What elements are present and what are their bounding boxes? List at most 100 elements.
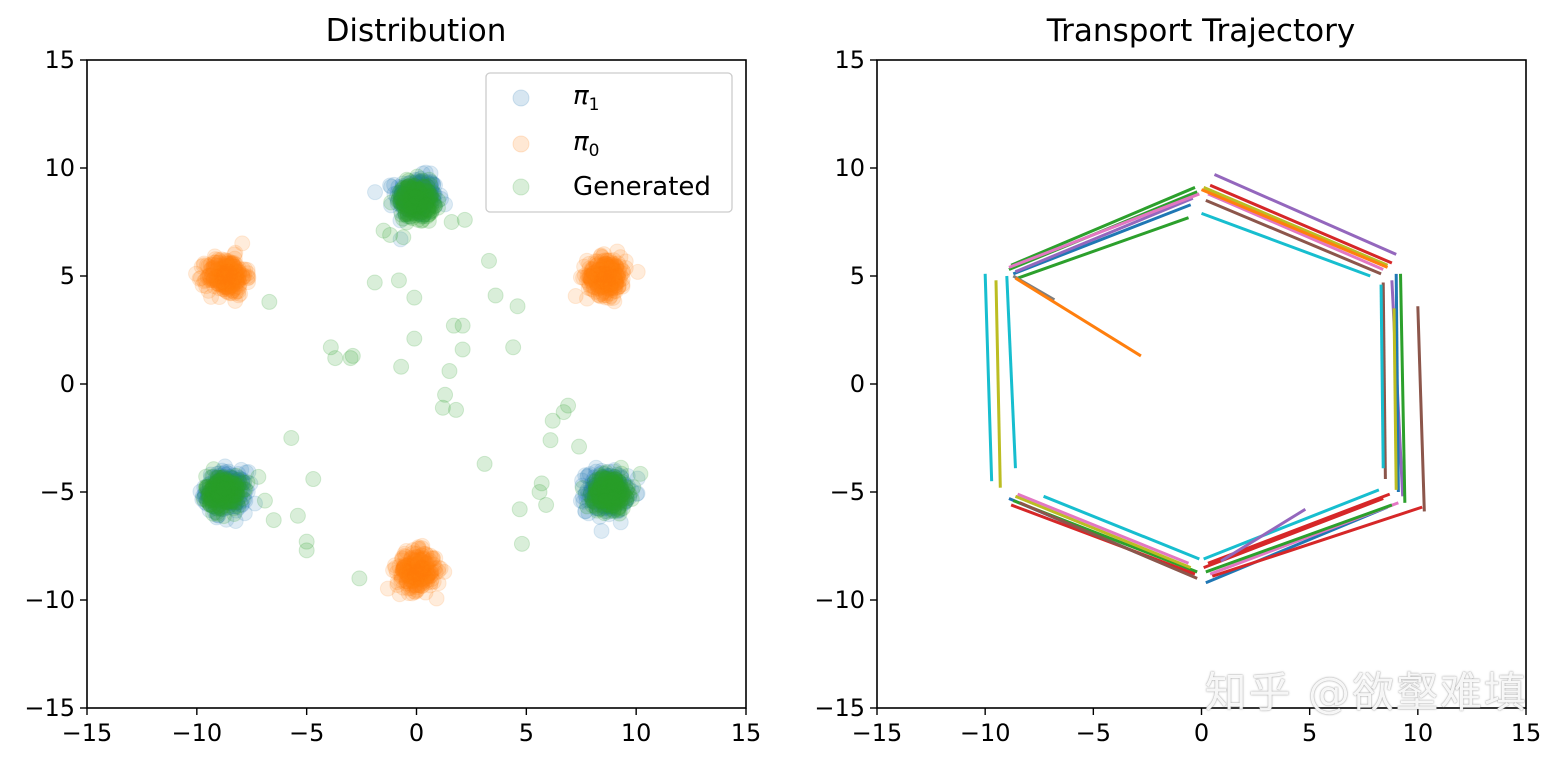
scatter-point-pi1: [211, 494, 228, 511]
scatter-point-pi1: [209, 487, 226, 504]
scatter-point-pi0: [222, 262, 239, 279]
scatter-point-pi1: [408, 181, 425, 198]
scatter-point-pi1: [618, 492, 635, 509]
scatter-point-pi1: [595, 494, 612, 511]
scatter-point-generated-outlier: [382, 226, 399, 243]
scatter-point-generated-outlier: [366, 274, 383, 291]
scatter-point-pi0: [225, 258, 242, 275]
scatter-point-pi1: [399, 186, 416, 203]
scatter-point-pi1: [199, 495, 216, 512]
scatter-point-pi1: [596, 472, 613, 489]
scatter-point-pi0: [598, 269, 615, 286]
scatter-point-pi1: [206, 491, 223, 508]
scatter-point-pi0: [603, 278, 620, 295]
distribution-ytick-label: 10: [44, 154, 75, 182]
scatter-point-pi1: [415, 193, 432, 210]
scatter-point-pi0: [590, 261, 607, 278]
scatter-point-pi0: [227, 262, 244, 279]
scatter-point-pi1: [231, 494, 248, 511]
scatter-point-pi0: [188, 265, 205, 282]
scatter-point-pi1: [211, 490, 228, 507]
scatter-point-pi1: [224, 494, 241, 511]
scatter-point-pi1: [226, 484, 243, 501]
scatter-point-pi0: [603, 259, 620, 276]
scatter-point-pi0: [593, 247, 610, 264]
scatter-point-pi1: [416, 179, 433, 196]
scatter-point-pi1: [593, 465, 610, 482]
scatter-point-pi1: [592, 492, 609, 509]
scatter-point-pi1: [587, 485, 604, 502]
scatter-point-pi1: [223, 470, 240, 487]
scatter-point-pi1: [407, 175, 424, 192]
scatter-point-pi0: [212, 267, 229, 284]
scatter-point-pi0: [596, 267, 613, 284]
distribution-ytick-label: −10: [24, 586, 75, 614]
scatter-point-pi0: [221, 267, 238, 284]
scatter-point-pi1: [208, 491, 225, 508]
scatter-point-pi0: [607, 283, 624, 300]
scatter-point-pi0: [216, 266, 233, 283]
scatter-point-pi1: [215, 481, 232, 498]
scatter-point-pi0: [219, 284, 236, 301]
scatter-point-pi1: [400, 175, 417, 192]
scatter-point-pi1: [197, 485, 214, 502]
scatter-point-pi1: [227, 495, 244, 512]
scatter-point-pi1: [202, 466, 219, 483]
scatter-point-pi0: [219, 256, 236, 273]
scatter-point-pi1: [404, 201, 421, 218]
scatter-point-pi0: [585, 265, 602, 282]
scatter-point-pi0: [596, 274, 613, 291]
legend-label-pi0-sub: 0: [589, 141, 600, 161]
scatter-point-pi1: [218, 480, 235, 497]
scatter-point-pi1: [223, 492, 240, 509]
scatter-point-pi1: [218, 511, 235, 528]
scatter-point-pi0: [602, 288, 619, 305]
scatter-point-pi1: [223, 474, 240, 491]
scatter-point-pi1: [590, 494, 607, 511]
scatter-point-pi1: [416, 192, 433, 209]
scatter-point-pi1: [205, 482, 222, 499]
scatter-point-pi1: [232, 486, 249, 503]
scatter-point-pi1: [617, 476, 634, 493]
scatter-point-pi1: [600, 491, 617, 508]
scatter-point-pi1: [602, 484, 619, 501]
scatter-point-pi0: [230, 271, 247, 288]
scatter-point-pi1: [393, 190, 410, 207]
scatter-point-pi1: [218, 492, 235, 509]
scatter-point-pi0: [218, 266, 235, 283]
scatter-point-pi0: [594, 284, 611, 301]
scatter-point-pi0: [595, 271, 612, 288]
scatter-point-pi1: [598, 482, 615, 499]
scatter-point-pi1: [225, 482, 242, 499]
scatter-point-pi1: [236, 474, 253, 491]
scatter-point-pi1: [426, 177, 443, 194]
scatter-point-generated-outlier: [250, 468, 267, 485]
scatter-point-pi1: [414, 181, 431, 198]
scatter-point-pi0: [599, 267, 616, 284]
scatter-point-pi0: [220, 281, 237, 298]
transport-xtick-label: 15: [1511, 719, 1542, 747]
scatter-point-pi1: [225, 470, 242, 487]
scatter-point-pi0: [608, 274, 625, 291]
transport-xtick-label: −10: [960, 719, 1011, 747]
scatter-point-pi1: [590, 487, 607, 504]
scatter-point-pi0: [605, 266, 622, 283]
scatter-point-pi0: [595, 277, 612, 294]
scatter-point-pi0: [606, 280, 623, 297]
scatter-point-pi1: [414, 174, 431, 191]
scatter-point-pi1: [400, 175, 417, 192]
scatter-point-pi1: [408, 179, 425, 196]
scatter-point-pi0: [601, 259, 618, 276]
scatter-point-pi1: [594, 472, 611, 489]
scatter-point-pi0: [228, 265, 245, 282]
distribution-legend: π1 π0 Generated: [485, 72, 733, 213]
scatter-point-pi0: [239, 265, 256, 282]
scatter-point-pi1: [598, 484, 615, 501]
scatter-point-pi1: [201, 476, 218, 493]
scatter-point-generated-outlier: [441, 363, 458, 380]
scatter-point-pi1: [207, 475, 224, 492]
scatter-point-pi1: [383, 178, 400, 195]
scatter-point-pi1: [392, 212, 409, 229]
scatter-point-pi0: [599, 272, 616, 289]
scatter-point-pi1: [218, 486, 235, 503]
